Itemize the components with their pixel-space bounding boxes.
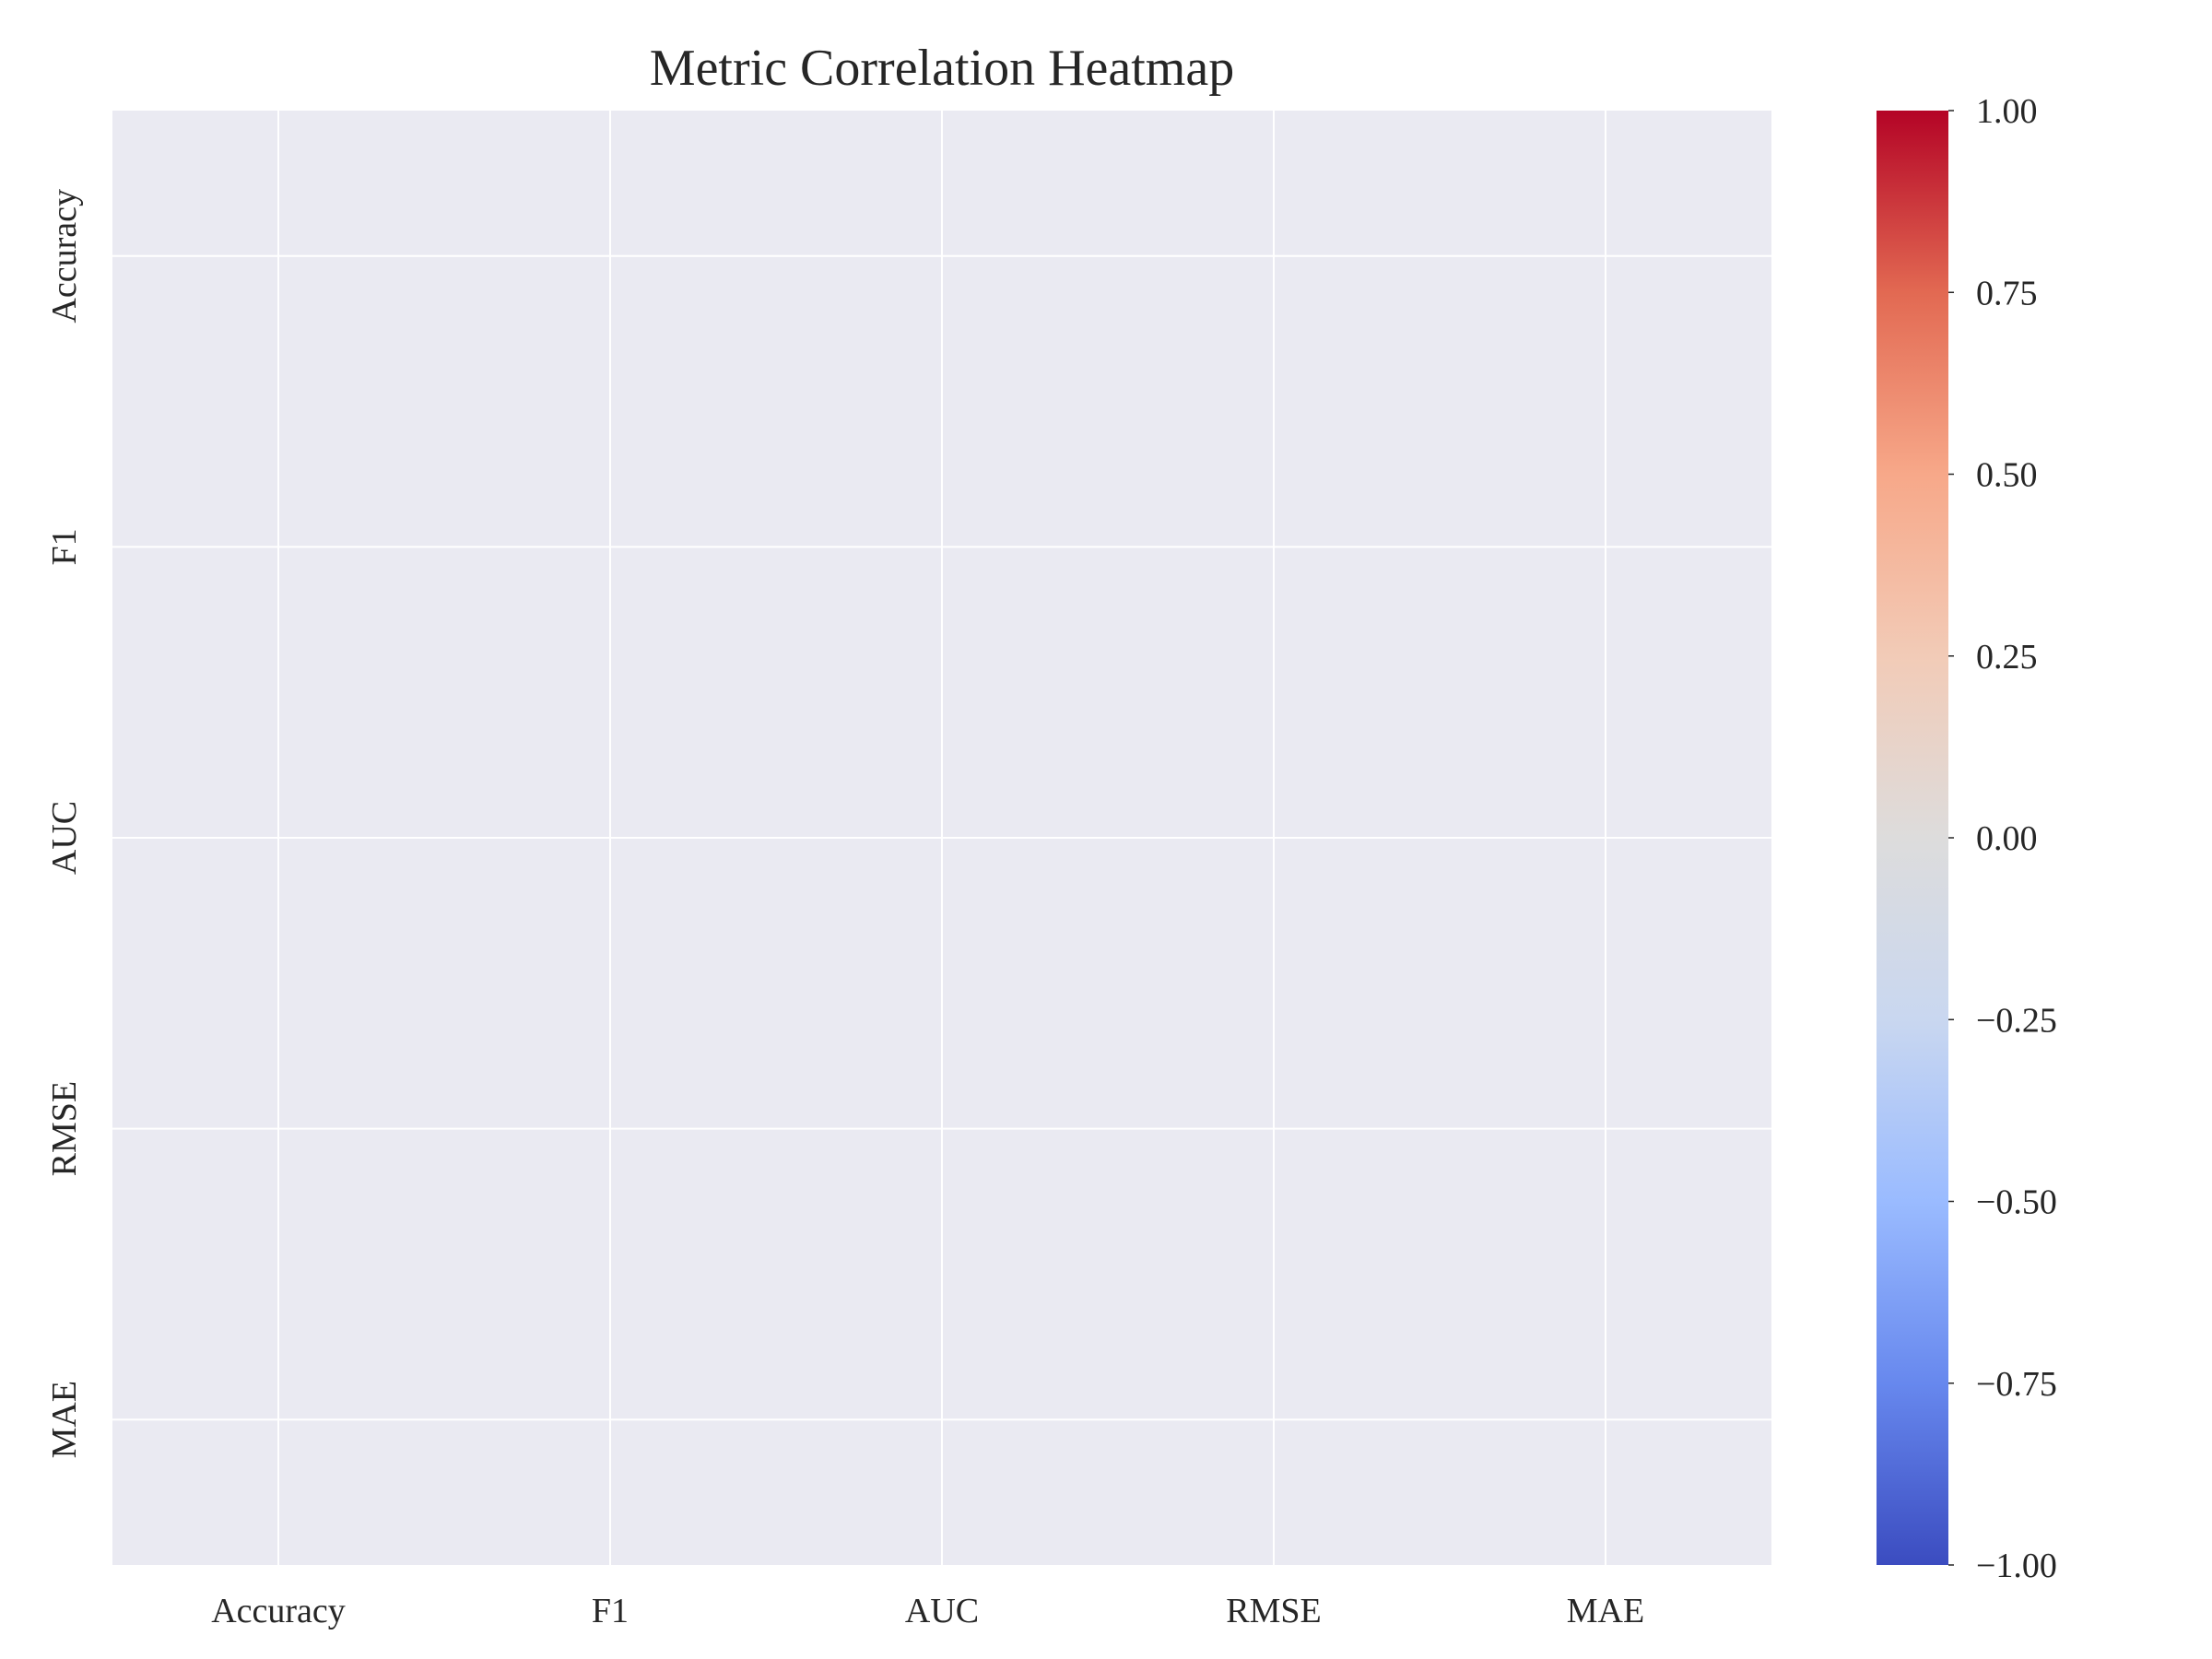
y-tick-label: F1	[45, 528, 84, 565]
x-tick-label: Accuracy	[211, 1592, 346, 1630]
chart-title: Metric Correlation Heatmap	[650, 40, 1234, 97]
colorbar-tick-label: 1.00	[1976, 92, 2038, 131]
colorbar-tick-label: −0.50	[1976, 1183, 2057, 1222]
x-tick-label: RMSE	[1226, 1592, 1321, 1630]
x-tick-label: MAE	[1567, 1592, 1644, 1630]
colorbar-tick-label: −1.00	[1976, 1547, 2057, 1585]
grid-lines	[112, 111, 1771, 1565]
colorbar-tick-labels: 1.00 0.75 0.50 0.25 0.00 −0.25 −0.50 −0.75 −1.00	[1948, 92, 2057, 1585]
colorbar	[1877, 111, 1948, 1565]
colorbar-tick-label: 0.25	[1976, 638, 2038, 677]
colorbar-tick-label: −0.25	[1976, 1001, 2057, 1040]
y-axis-tick-labels: Accuracy F1 AUC RMSE MAE	[45, 189, 84, 1458]
y-tick-label: AUC	[45, 801, 84, 875]
x-axis-tick-labels: Accuracy F1 AUC RMSE MAE	[211, 1592, 1644, 1630]
y-tick-label: Accuracy	[45, 189, 84, 324]
y-tick-label: RMSE	[45, 1081, 84, 1176]
x-tick-label: AUC	[905, 1592, 979, 1630]
y-tick-label: MAE	[45, 1381, 84, 1458]
colorbar-tick-label: 0.75	[1976, 274, 2038, 312]
colorbar-tick-label: 0.50	[1976, 456, 2038, 495]
colorbar-tick-label: −0.75	[1976, 1365, 2057, 1404]
x-tick-label: F1	[592, 1592, 629, 1630]
colorbar-tick-label: 0.00	[1976, 819, 2038, 858]
